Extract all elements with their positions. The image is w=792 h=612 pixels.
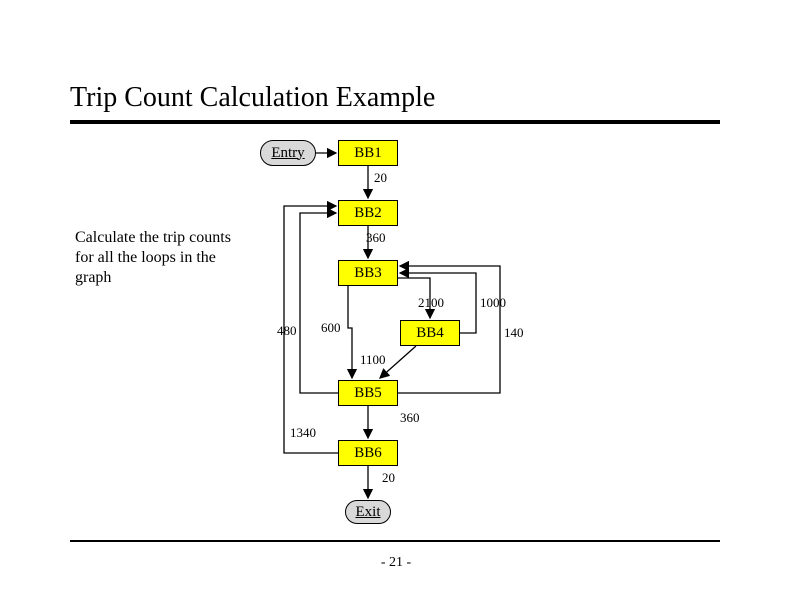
- node-bb4: BB4: [400, 320, 460, 346]
- node-exit-label: Exit: [356, 504, 381, 521]
- elabel-1100: 1100: [360, 352, 386, 368]
- elabel-2100: 2100: [418, 295, 444, 311]
- node-bb1: BB1: [338, 140, 398, 166]
- node-bb6: BB6: [338, 440, 398, 466]
- node-bb2-label: BB2: [354, 205, 382, 222]
- elabel-140: 140: [504, 325, 524, 341]
- node-bb1-label: BB1: [354, 145, 382, 162]
- elabel-600: 600: [321, 320, 341, 336]
- node-exit: Exit: [345, 500, 391, 524]
- edge-bb5-bb2-back: [300, 213, 338, 393]
- slide-container: Trip Count Calculation Example Calculate…: [0, 0, 792, 612]
- edges-layer: [0, 0, 792, 612]
- edge-bb3-bb5: [348, 286, 352, 378]
- elabel-480: 480: [277, 323, 297, 339]
- elabel-360a: 360: [366, 230, 386, 246]
- elabel-20b: 20: [382, 470, 395, 486]
- elabel-20a: 20: [374, 170, 387, 186]
- footer-rule: [70, 540, 720, 542]
- node-bb2: BB2: [338, 200, 398, 226]
- elabel-360b: 360: [400, 410, 420, 426]
- elabel-1340: 1340: [290, 425, 316, 441]
- page-number: - 21 -: [0, 555, 792, 571]
- node-bb3-label: BB3: [354, 265, 382, 282]
- node-bb6-label: BB6: [354, 445, 382, 462]
- node-entry: Entry: [260, 140, 316, 166]
- node-entry-label: Entry: [271, 145, 304, 162]
- elabel-1000: 1000: [480, 295, 506, 311]
- node-bb4-label: BB4: [416, 325, 444, 342]
- node-bb5: BB5: [338, 380, 398, 406]
- node-bb5-label: BB5: [354, 385, 382, 402]
- node-bb3: BB3: [338, 260, 398, 286]
